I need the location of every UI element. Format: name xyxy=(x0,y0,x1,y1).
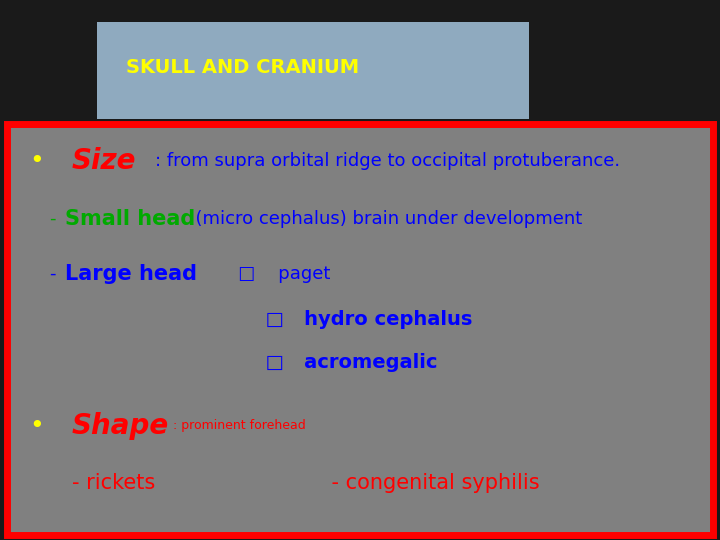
Text: Shape: Shape xyxy=(72,412,169,440)
Text: (micro cephalus) brain under development: (micro cephalus) brain under development xyxy=(184,210,582,227)
Text: -: - xyxy=(50,265,63,283)
Text: •: • xyxy=(29,149,43,173)
Text: Large head: Large head xyxy=(65,264,197,284)
Text: -: - xyxy=(50,210,63,227)
FancyBboxPatch shape xyxy=(7,124,713,535)
Text: □   hydro cephalus: □ hydro cephalus xyxy=(198,309,472,329)
Text: Size: Size xyxy=(72,147,137,175)
Text: Small head: Small head xyxy=(65,208,195,228)
Text: : prominent forehead: : prominent forehead xyxy=(169,420,306,433)
Text: •: • xyxy=(29,414,43,438)
Text: □   acromegalic: □ acromegalic xyxy=(198,353,438,372)
Text: - rickets: - rickets xyxy=(72,473,156,494)
FancyBboxPatch shape xyxy=(97,22,529,119)
Text: : from supra orbital ridge to occipital protuberance.: : from supra orbital ridge to occipital … xyxy=(155,152,620,170)
Text: - congenital syphilis: - congenital syphilis xyxy=(252,473,539,494)
Text: SKULL AND CRANIUM: SKULL AND CRANIUM xyxy=(126,58,359,77)
Text: □    paget: □ paget xyxy=(198,265,330,283)
